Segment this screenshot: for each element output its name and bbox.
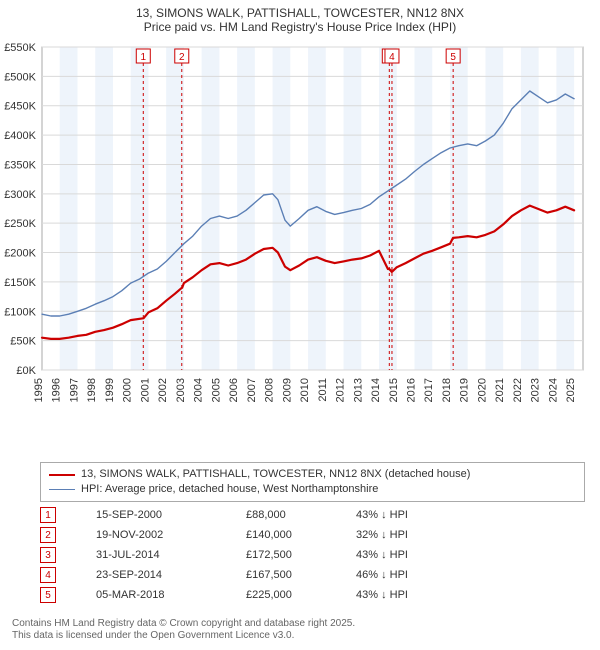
svg-text:£500K: £500K	[4, 71, 36, 83]
sale-marker: 3	[40, 547, 56, 563]
svg-text:2019: 2019	[459, 378, 471, 402]
svg-text:£450K: £450K	[4, 101, 36, 113]
sales-row: 4 23-SEP-2014£167,50046% ↓ HPI	[40, 565, 585, 585]
svg-text:1996: 1996	[51, 378, 63, 402]
svg-text:£100K: £100K	[4, 306, 36, 318]
svg-text:1: 1	[141, 52, 147, 63]
svg-text:£150K: £150K	[4, 277, 36, 289]
sales-table: 115-SEP-2000£88,00043% ↓ HPI219-NOV-2002…	[40, 505, 585, 605]
svg-text:2025: 2025	[565, 378, 577, 402]
svg-text:2000: 2000	[122, 378, 134, 402]
svg-text:£250K: £250K	[4, 218, 36, 230]
svg-text:2009: 2009	[281, 378, 293, 402]
sale-diff: 43% ↓ HPI	[356, 509, 466, 521]
sale-marker: 1	[40, 507, 56, 523]
svg-text:2013: 2013	[352, 378, 364, 402]
chart: £0K£50K£100K£150K£200K£250K£300K£350K£40…	[40, 45, 585, 425]
svg-text:£200K: £200K	[4, 248, 36, 260]
svg-text:2023: 2023	[530, 378, 542, 402]
svg-text:2024: 2024	[547, 378, 559, 402]
title-line1: 13, SIMONS WALK, PATTISHALL, TOWCESTER, …	[0, 6, 600, 20]
svg-text:2011: 2011	[317, 378, 329, 402]
sale-date: 31-JUL-2014	[96, 549, 246, 561]
svg-text:2008: 2008	[264, 378, 276, 402]
legend-label-property: 13, SIMONS WALK, PATTISHALL, TOWCESTER, …	[81, 467, 470, 482]
svg-text:1997: 1997	[68, 378, 80, 402]
svg-text:2: 2	[179, 52, 185, 63]
sale-price: £167,500	[246, 569, 356, 581]
legend: 13, SIMONS WALK, PATTISHALL, TOWCESTER, …	[40, 462, 585, 502]
sale-date: 19-NOV-2002	[96, 529, 246, 541]
svg-text:2004: 2004	[193, 378, 205, 402]
svg-text:1999: 1999	[104, 378, 116, 402]
svg-text:2003: 2003	[175, 378, 187, 402]
svg-text:2007: 2007	[246, 378, 258, 402]
svg-text:2005: 2005	[210, 378, 222, 402]
sales-row: 1 15-SEP-2000£88,00043% ↓ HPI	[40, 505, 585, 525]
svg-text:£350K: £350K	[4, 159, 36, 171]
svg-text:1995: 1995	[33, 378, 45, 402]
svg-text:2010: 2010	[299, 378, 311, 402]
sale-marker: 4	[40, 567, 56, 583]
title-line2: Price paid vs. HM Land Registry's House …	[0, 20, 600, 34]
svg-text:2020: 2020	[476, 378, 488, 402]
sale-date: 05-MAR-2018	[96, 589, 246, 601]
sale-marker: 2	[40, 527, 56, 543]
sale-diff: 43% ↓ HPI	[356, 589, 466, 601]
svg-text:1998: 1998	[86, 378, 98, 402]
footer-line1: Contains HM Land Registry data © Crown c…	[12, 618, 355, 630]
svg-text:2014: 2014	[370, 378, 382, 402]
legend-swatch-property	[49, 474, 75, 476]
sale-diff: 32% ↓ HPI	[356, 529, 466, 541]
sales-row: 5 05-MAR-2018£225,00043% ↓ HPI	[40, 585, 585, 605]
title-block: 13, SIMONS WALK, PATTISHALL, TOWCESTER, …	[0, 0, 600, 34]
sale-marker: 5	[40, 587, 56, 603]
legend-row-hpi: HPI: Average price, detached house, West…	[49, 482, 576, 497]
footer: Contains HM Land Registry data © Crown c…	[12, 618, 355, 642]
sale-price: £225,000	[246, 589, 356, 601]
svg-text:2006: 2006	[228, 378, 240, 402]
page: 13, SIMONS WALK, PATTISHALL, TOWCESTER, …	[0, 0, 600, 650]
svg-text:2012: 2012	[335, 378, 347, 402]
sale-date: 23-SEP-2014	[96, 569, 246, 581]
sale-price: £172,500	[246, 549, 356, 561]
footer-line2: This data is licensed under the Open Gov…	[12, 630, 355, 642]
svg-text:4: 4	[389, 52, 395, 63]
sale-date: 15-SEP-2000	[96, 509, 246, 521]
sale-price: £140,000	[246, 529, 356, 541]
svg-text:2021: 2021	[494, 378, 506, 402]
svg-text:2001: 2001	[139, 378, 151, 402]
svg-text:5: 5	[450, 52, 456, 63]
svg-text:2017: 2017	[423, 378, 435, 402]
svg-text:£550K: £550K	[4, 42, 36, 54]
svg-text:2016: 2016	[405, 378, 417, 402]
svg-text:2022: 2022	[512, 378, 524, 402]
svg-text:£400K: £400K	[4, 130, 36, 142]
sale-diff: 43% ↓ HPI	[356, 549, 466, 561]
svg-text:2002: 2002	[157, 378, 169, 402]
svg-text:2015: 2015	[388, 378, 400, 402]
sales-row: 2 19-NOV-2002£140,00032% ↓ HPI	[40, 525, 585, 545]
svg-text:£0K: £0K	[16, 365, 36, 377]
legend-row-property: 13, SIMONS WALK, PATTISHALL, TOWCESTER, …	[49, 467, 576, 482]
legend-label-hpi: HPI: Average price, detached house, West…	[81, 482, 378, 497]
svg-text:£300K: £300K	[4, 189, 36, 201]
sale-price: £88,000	[246, 509, 356, 521]
legend-swatch-hpi	[49, 489, 75, 490]
svg-text:£50K: £50K	[10, 336, 36, 348]
sales-row: 3 31-JUL-2014£172,50043% ↓ HPI	[40, 545, 585, 565]
svg-text:2018: 2018	[441, 378, 453, 402]
sale-diff: 46% ↓ HPI	[356, 569, 466, 581]
